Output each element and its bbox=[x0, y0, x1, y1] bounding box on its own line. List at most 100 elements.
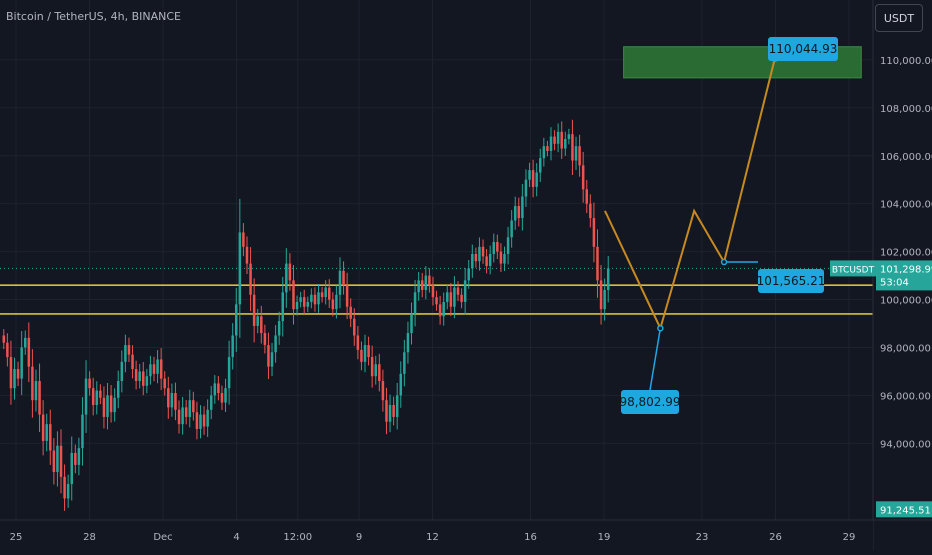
candle-body bbox=[335, 295, 338, 309]
candle-body bbox=[314, 295, 317, 305]
candle-body bbox=[117, 381, 120, 398]
time-tick-label: 12 bbox=[426, 532, 439, 543]
candle-body bbox=[489, 254, 492, 266]
time-tick-label: 19 bbox=[598, 532, 611, 543]
candle-body bbox=[600, 280, 603, 309]
price-tick-label: 110,000.00 bbox=[880, 56, 932, 67]
candle-body bbox=[110, 395, 113, 412]
candle-body bbox=[546, 146, 549, 151]
candle-body bbox=[282, 292, 285, 321]
candle-body bbox=[135, 369, 138, 381]
candle-body bbox=[20, 347, 23, 378]
candle-body bbox=[543, 146, 546, 158]
candle-body bbox=[400, 374, 403, 396]
candle-body bbox=[575, 146, 578, 160]
symbol-title[interactable]: Bitcoin / TetherUS, 4h, BINANCE bbox=[6, 10, 181, 23]
callout-label: 98,802.99 bbox=[619, 395, 680, 409]
candle-body bbox=[389, 405, 392, 422]
candle-body bbox=[317, 292, 320, 304]
candle-body bbox=[181, 407, 184, 424]
candle-body bbox=[274, 335, 277, 352]
candle-body bbox=[199, 415, 202, 429]
candle-body bbox=[174, 393, 177, 410]
time-tick-label: 28 bbox=[83, 532, 96, 543]
candle-body bbox=[113, 398, 116, 412]
candle-body bbox=[13, 369, 16, 388]
candle-body bbox=[493, 242, 496, 254]
candle-body bbox=[353, 319, 356, 336]
candle-body bbox=[396, 395, 399, 417]
time-tick-label: 12:00 bbox=[283, 532, 312, 543]
candle-body bbox=[339, 271, 342, 295]
candle-body bbox=[63, 477, 66, 499]
candle-body bbox=[528, 170, 531, 180]
candle-body bbox=[539, 158, 542, 172]
candle-body bbox=[74, 453, 77, 465]
candle-body bbox=[403, 352, 406, 374]
time-tick-label: 4 bbox=[233, 532, 239, 543]
candle-body bbox=[435, 297, 438, 304]
candle-body bbox=[521, 196, 524, 218]
candle-body bbox=[138, 371, 141, 381]
candle-body bbox=[364, 345, 367, 362]
candle-body bbox=[328, 288, 331, 300]
candle-body bbox=[45, 424, 48, 441]
candle-body bbox=[564, 139, 567, 149]
candle-body bbox=[160, 359, 163, 378]
candle-body bbox=[525, 180, 528, 197]
candle-body bbox=[349, 307, 352, 319]
candle-body bbox=[496, 242, 499, 252]
candle-body bbox=[485, 256, 488, 266]
candle-body bbox=[35, 381, 38, 400]
candle-body bbox=[464, 280, 467, 302]
candle-body bbox=[507, 237, 510, 254]
low-tag-value: 91,245.51 bbox=[880, 505, 931, 516]
candle-body bbox=[428, 276, 431, 286]
candle-body bbox=[292, 280, 295, 309]
callout-anchor bbox=[722, 260, 727, 265]
candle-body bbox=[321, 292, 324, 297]
candle-body bbox=[607, 268, 610, 290]
candle-body bbox=[106, 395, 109, 417]
currency-button[interactable]: USDT bbox=[875, 4, 923, 32]
candle-body bbox=[378, 364, 381, 381]
candle-body bbox=[296, 302, 299, 309]
candle-body bbox=[371, 357, 374, 376]
candle-body bbox=[285, 264, 288, 293]
candle-body bbox=[103, 398, 106, 417]
candle-body bbox=[460, 295, 463, 302]
candle-body bbox=[407, 333, 410, 352]
candle-body bbox=[67, 484, 70, 498]
candle-body bbox=[96, 391, 99, 405]
candle-body bbox=[425, 276, 428, 290]
callout-anchor bbox=[658, 326, 663, 331]
candle-body bbox=[385, 400, 388, 422]
candle-body bbox=[235, 304, 238, 335]
candle-body bbox=[446, 292, 449, 302]
candle-body bbox=[475, 254, 478, 261]
candle-body bbox=[217, 383, 220, 393]
candle-body bbox=[586, 189, 589, 203]
candle-body bbox=[28, 338, 31, 367]
candle-body bbox=[142, 371, 145, 385]
candle-body bbox=[450, 292, 453, 306]
candle-body bbox=[360, 350, 363, 362]
candle-body bbox=[467, 268, 470, 280]
candle-body bbox=[503, 254, 506, 264]
candle-body bbox=[210, 395, 213, 409]
price-tick-label: 94,000.00 bbox=[880, 439, 931, 450]
candle-body bbox=[10, 357, 13, 388]
candle-body bbox=[367, 345, 370, 357]
candle-body bbox=[518, 206, 521, 218]
candle-body bbox=[560, 132, 563, 149]
candle-body bbox=[88, 379, 91, 389]
candle-body bbox=[221, 393, 224, 403]
candle-body bbox=[514, 206, 517, 220]
candle-body bbox=[203, 415, 206, 427]
candle-body bbox=[42, 415, 45, 441]
price-tag-value: 101,298.99 bbox=[880, 264, 932, 275]
candle-body bbox=[196, 412, 199, 429]
candle-body bbox=[49, 424, 52, 450]
